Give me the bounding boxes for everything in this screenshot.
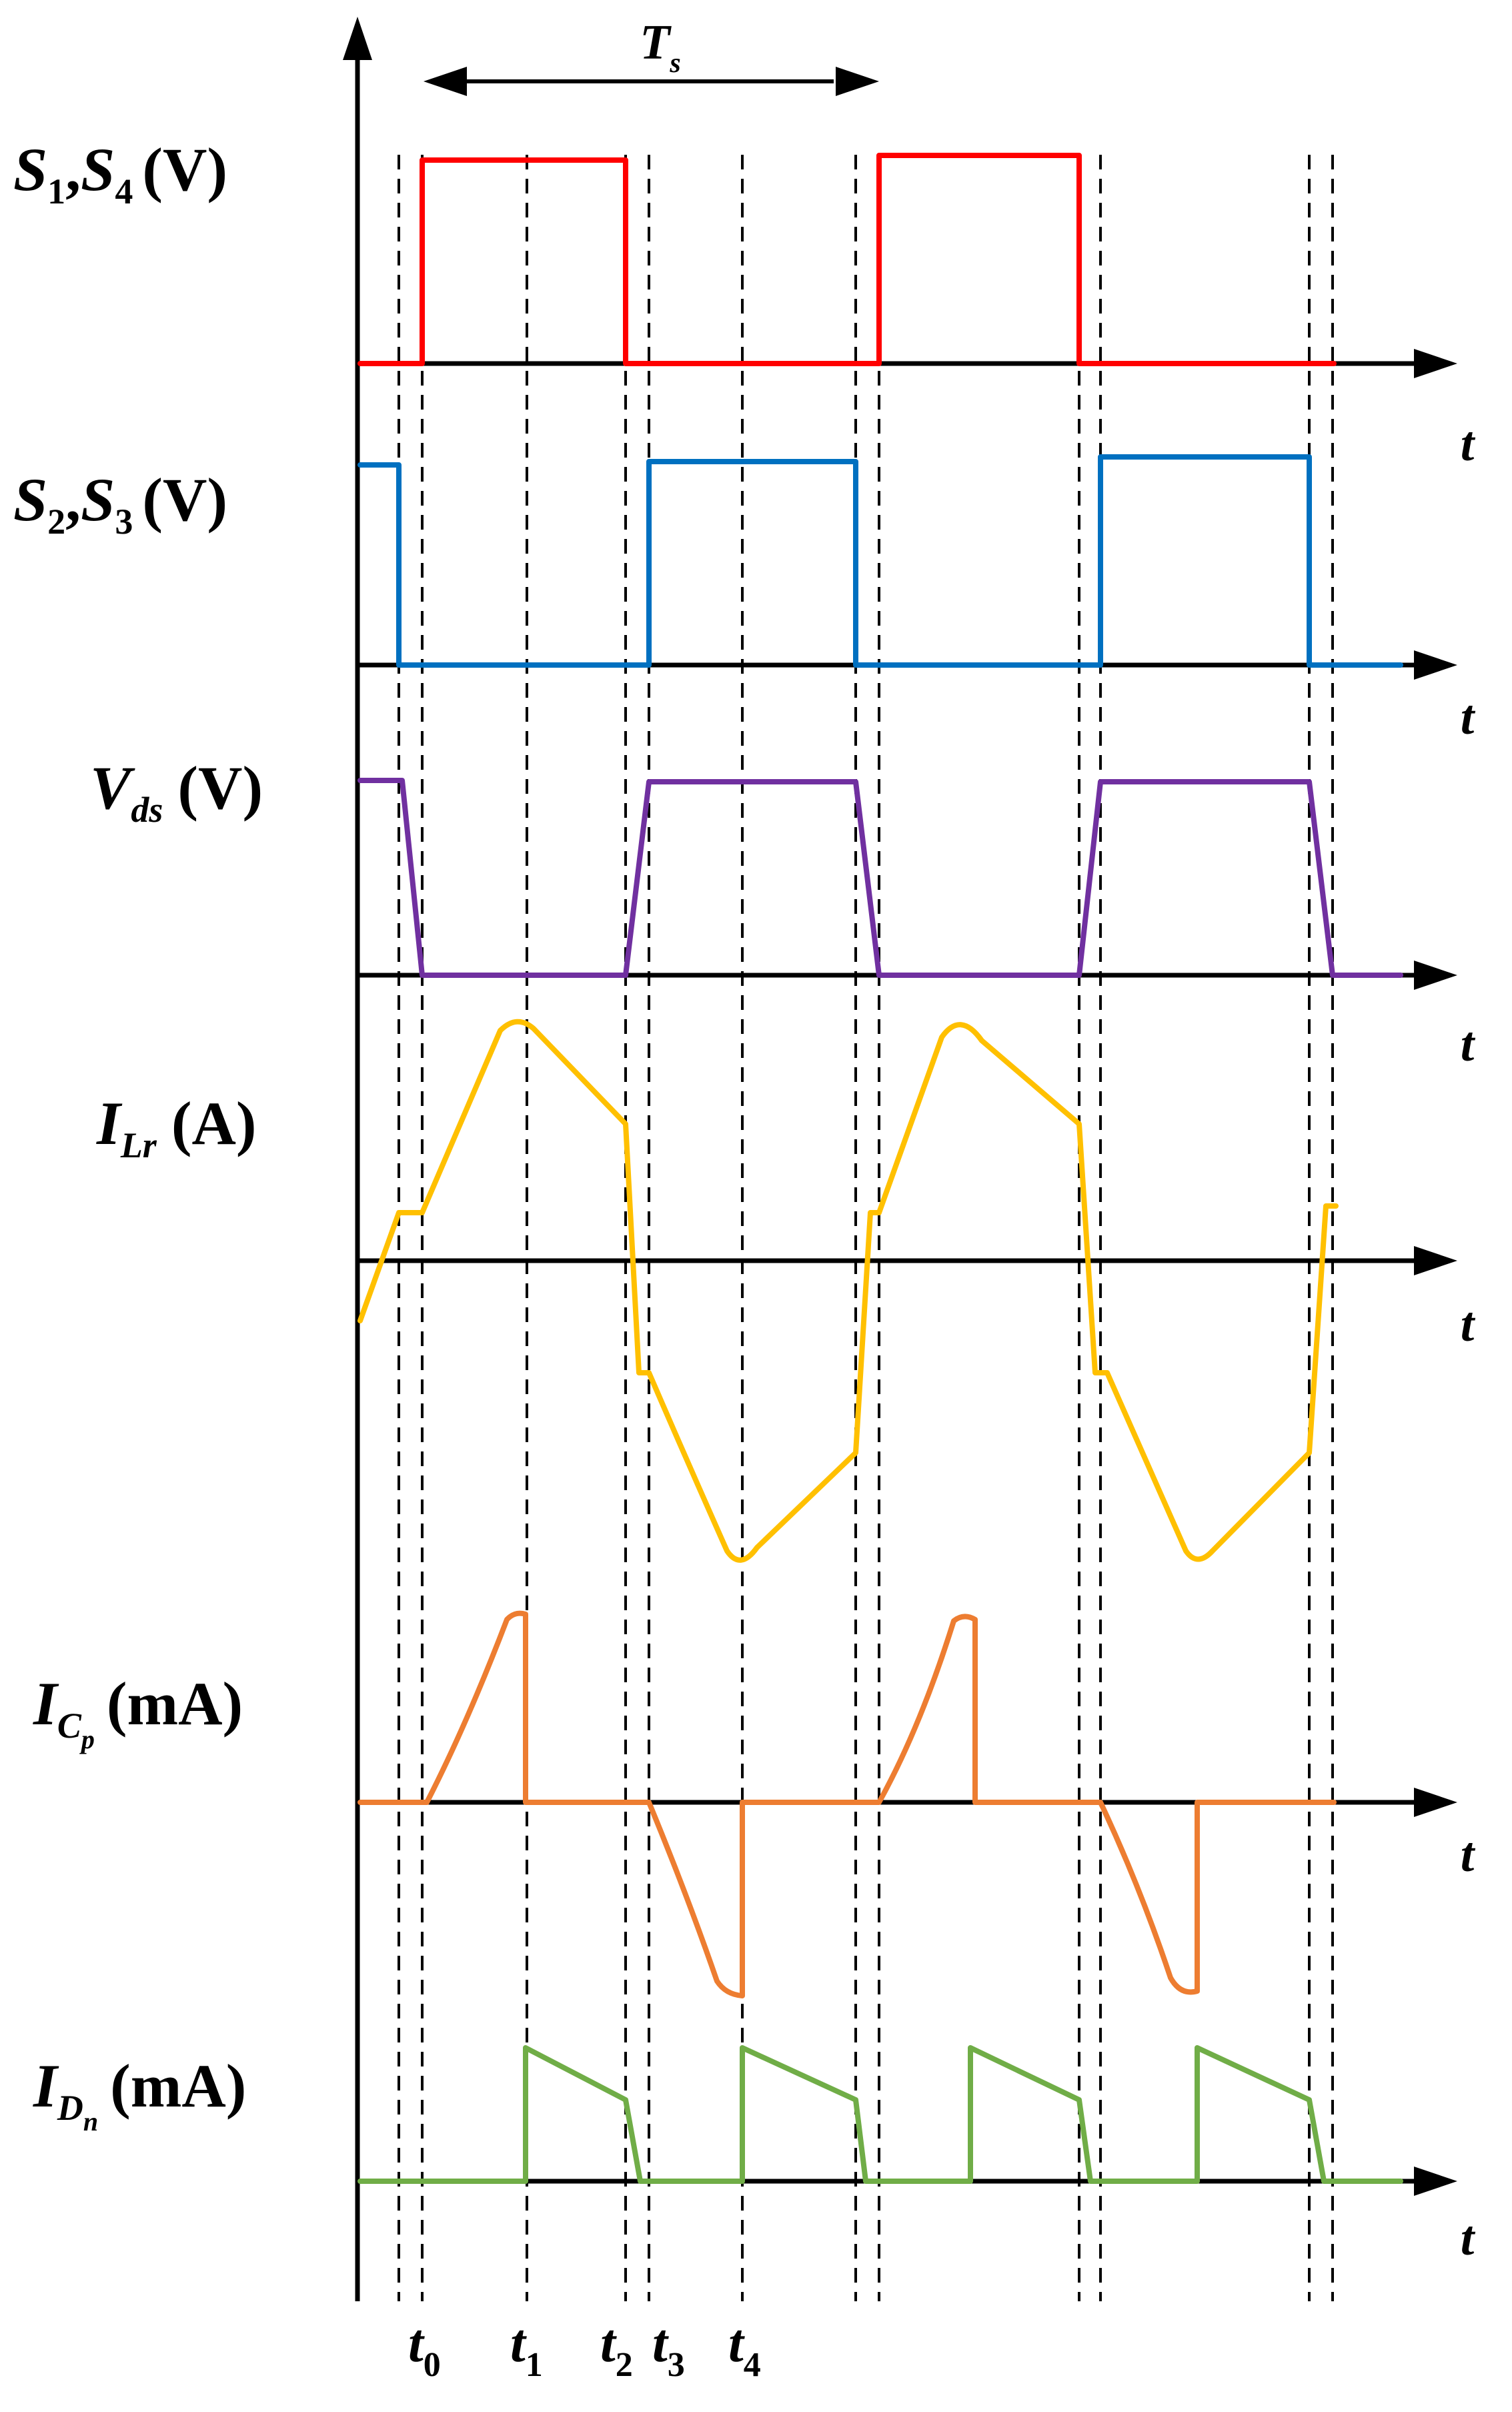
time-marker-t2: t2 <box>600 2313 633 2384</box>
period-arrow-left-head <box>424 67 467 96</box>
time-marker-t1: t1 <box>510 2313 543 2384</box>
s23-waveform <box>357 454 1403 668</box>
axis-arrowhead <box>1414 1246 1457 1275</box>
idn-waveform <box>357 2045 1403 2184</box>
label-s14: S1,S4 (V) <box>13 135 227 211</box>
dashed-time-markers <box>398 155 1334 2301</box>
period-arrow-right-head <box>836 67 879 96</box>
label-icp: ICp(mA) <box>33 1670 243 1754</box>
label-ilr: ILr (A) <box>96 1089 257 1165</box>
axis-arrowhead <box>1414 961 1457 990</box>
ilr-waveform <box>357 1019 1339 1563</box>
axis-t-label: t <box>1461 1017 1476 1072</box>
axis-t-label: t <box>1461 2211 1476 2266</box>
waveforms <box>357 153 1403 2184</box>
axis-arrowhead <box>1414 650 1457 680</box>
time-marker-t0: t0 <box>408 2313 441 2384</box>
signal-labels: S1,S4 (V) S2,S3 (V) Vds (V) ILr (A) ICp(mA) … <box>13 135 263 2137</box>
time-axes <box>357 361 1421 2184</box>
label-s23: S2,S3 (V) <box>13 466 227 542</box>
time-marker-labels: t0 t1 t2 t3 t4 <box>408 2313 761 2384</box>
vertical-axis-arrowhead <box>343 17 372 60</box>
icp-waveform <box>357 1610 1337 1998</box>
axis-t-label: t <box>1461 417 1476 472</box>
period-label: Ts <box>640 15 681 79</box>
time-marker-t4: t4 <box>728 2313 761 2384</box>
time-marker-t3: t3 <box>652 2313 685 2384</box>
vds-waveform <box>357 778 1403 978</box>
s14-waveform <box>357 153 1337 366</box>
axis-t-label: t <box>1461 1297 1476 1352</box>
axis-arrowhead <box>1414 349 1457 378</box>
label-idn: IDn(mA) <box>33 2052 246 2137</box>
axis-arrowhead <box>1414 2167 1457 2196</box>
axis-t-label: t <box>1461 690 1476 745</box>
time-axes-arrowheads <box>1414 349 1457 2196</box>
axis-t-labels: t t t t t t <box>1461 417 1476 2266</box>
axis-t-label: t <box>1461 1828 1476 1882</box>
axis-arrowhead <box>1414 1788 1457 1817</box>
label-vds: Vds (V) <box>90 754 263 830</box>
